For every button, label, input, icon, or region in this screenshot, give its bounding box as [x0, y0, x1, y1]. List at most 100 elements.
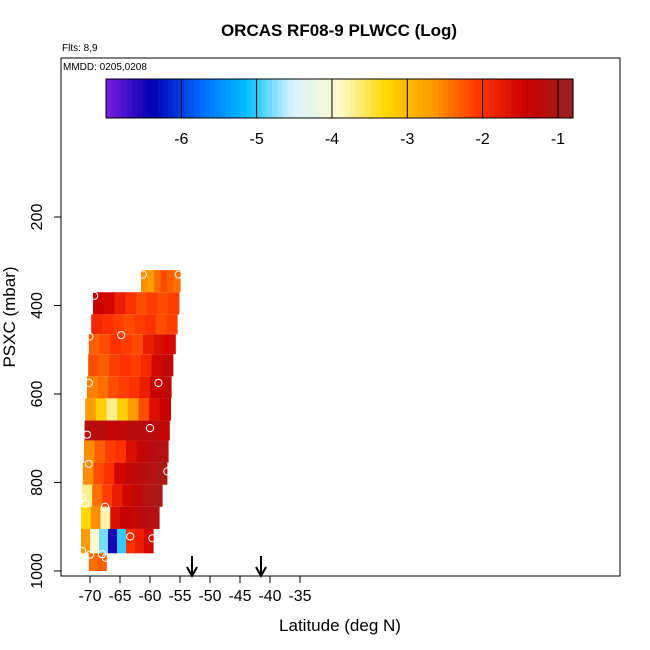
sample-point-15 — [148, 534, 157, 543]
heatmap-cell-6-3 — [117, 398, 129, 421]
heatmap-cell-2-2 — [112, 314, 124, 335]
heatmap-cell-1-0 — [93, 292, 105, 315]
heatmap-cell-7-7 — [158, 420, 170, 441]
heatmap-cell-1-5 — [146, 292, 158, 315]
sample-point-8 — [82, 430, 92, 439]
x-tick-label-6: -40 — [258, 588, 281, 605]
colorbar-cell-44 — [334, 79, 341, 118]
x-tick-label-3: -55 — [168, 588, 191, 605]
colorbar-cell-66 — [448, 79, 455, 118]
colorbar-cell-1 — [111, 79, 117, 118]
colorbar-cell-22 — [220, 79, 226, 118]
heatmap-cell-11-5 — [129, 506, 141, 529]
heatmap-cell-3-7 — [164, 334, 176, 355]
colorbar-tick-label-1: -5 — [250, 131, 264, 148]
colorbar-cell-50 — [365, 79, 372, 118]
x-axis: -70 -65 -60 -55 -50 -45 -40 -35 — [78, 576, 312, 605]
sample-point-10 — [163, 467, 172, 476]
y-tick-label-0: 200 — [29, 204, 46, 231]
sample-points — [78, 270, 183, 562]
colorbar-cell-83 — [536, 79, 543, 118]
heatmap-cell-7-4 — [126, 420, 139, 441]
y-axis: 200 400 600 800 1000 — [29, 204, 61, 589]
colorbar-cell-60 — [417, 79, 424, 118]
heatmap-cell-12-7 — [144, 528, 154, 554]
colorbar-cell-82 — [531, 79, 538, 118]
heatmap-cell-12-5 — [126, 528, 136, 554]
colorbar-tick-label-0: -6 — [174, 131, 188, 148]
sample-point-9 — [84, 459, 93, 468]
heatmap-cell-4-3 — [119, 354, 132, 377]
colorbar-cell-51 — [370, 79, 377, 118]
y-tick-label-4: 1000 — [29, 553, 46, 589]
heatmap-cell-12-4 — [117, 528, 127, 554]
heatmap-cell-5-6 — [150, 376, 162, 399]
heatmap-cell-2-3 — [123, 314, 135, 335]
heatmap-cell-13-0 — [88, 553, 99, 571]
x-tick-label-7: -35 — [288, 588, 311, 605]
heatmap-cell-1-2 — [114, 292, 126, 315]
colorbar-cell-49 — [360, 79, 367, 118]
heatmap-cell-7-5 — [137, 420, 149, 441]
heatmap-cell-5-2 — [108, 376, 120, 399]
heatmap-cell-3-0 — [88, 334, 101, 355]
colorbar-cell-7 — [142, 79, 149, 118]
heatmap-cell-6-0 — [85, 398, 97, 421]
heatmap-cell-11-6 — [139, 506, 150, 529]
heatmap-cell-8-5 — [136, 440, 148, 463]
heatmap-cell-3-2 — [110, 334, 122, 355]
colorbar: -6 -5 -4 -3 -2 -1 — [105, 78, 574, 148]
colorbar-tick-label-4: -2 — [475, 131, 489, 148]
sample-point-19 — [101, 553, 110, 562]
sample-point-17 — [85, 550, 95, 559]
heatmap-cell-10-5 — [132, 484, 143, 507]
heatmap-cell-7-0 — [84, 420, 96, 441]
colorbar-cell-23 — [225, 79, 232, 118]
heatmap-cell-5-3 — [118, 376, 130, 399]
heatmap-cell-4-1 — [98, 354, 110, 377]
y-tick-label-1: 400 — [29, 292, 46, 319]
heatmap-cell-8-6 — [147, 440, 159, 463]
heatmap-cell-8-0 — [84, 440, 96, 463]
heatmap-cell-5-0 — [87, 376, 99, 399]
heatmap-cell-6-4 — [127, 398, 140, 421]
heatmap-cell-8-1 — [94, 440, 106, 463]
flights-label: Flts: 8,9 — [62, 43, 98, 54]
heatmap-cell-3-1 — [99, 334, 111, 355]
colorbar-cell-11 — [163, 79, 169, 118]
heatmap-cell-2-6 — [155, 314, 167, 335]
heatmap-cell-9-2 — [103, 462, 115, 485]
heatmap-cell-9-1 — [93, 462, 105, 485]
colorbar-cell-31 — [266, 79, 273, 118]
heatmap-cell-7-1 — [95, 420, 107, 441]
sample-point-12 — [100, 502, 110, 511]
heatmap-layers — [81, 270, 181, 571]
colorbar-cell-27 — [246, 79, 252, 118]
heatmap-cell-11-1 — [90, 506, 102, 529]
colorbar-cell-81 — [526, 79, 533, 118]
x-tick-label-4: -50 — [198, 588, 221, 605]
colorbar-cell-87 — [557, 79, 564, 118]
y-axis-label: PSXC (mbar) — [0, 266, 19, 367]
colorbar-cell-52 — [375, 79, 382, 118]
x-axis-label: Latitude (deg N) — [279, 616, 401, 635]
heatmap-cell-11-7 — [149, 506, 160, 529]
colorbar-cell-10 — [157, 79, 164, 118]
arrow-markers — [186, 556, 267, 579]
colorbar-cell-71 — [474, 79, 481, 118]
colorbar-cell-75 — [495, 79, 501, 118]
colorbar-cell-84 — [541, 79, 548, 118]
heatmap-cell-10-7 — [152, 484, 163, 507]
colorbar-cell-28 — [251, 79, 258, 118]
date-label: MMDD: 0205,0208 — [63, 62, 147, 73]
colorbar-cell-26 — [240, 79, 247, 118]
heatmap-cell-3-4 — [132, 334, 144, 355]
colorbar-cell-34 — [282, 79, 289, 118]
heatmap-cell-7-3 — [116, 420, 128, 441]
colorbar-cell-42 — [323, 79, 330, 118]
colorbar-tick-label-2: -4 — [325, 131, 339, 148]
colorbar-cell-89 — [567, 79, 574, 118]
heatmap-cell-1-3 — [125, 292, 137, 315]
heatmap-cell-10-0 — [82, 484, 93, 507]
heatmap-cell-4-0 — [88, 354, 100, 377]
